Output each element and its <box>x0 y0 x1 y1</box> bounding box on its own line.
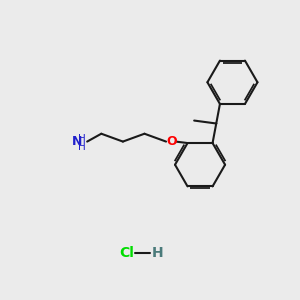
Text: H: H <box>78 142 86 152</box>
Text: O: O <box>166 135 177 148</box>
Text: Cl: Cl <box>119 246 134 260</box>
Text: H: H <box>152 246 163 260</box>
Text: H: H <box>78 134 86 144</box>
Text: N: N <box>72 135 82 148</box>
